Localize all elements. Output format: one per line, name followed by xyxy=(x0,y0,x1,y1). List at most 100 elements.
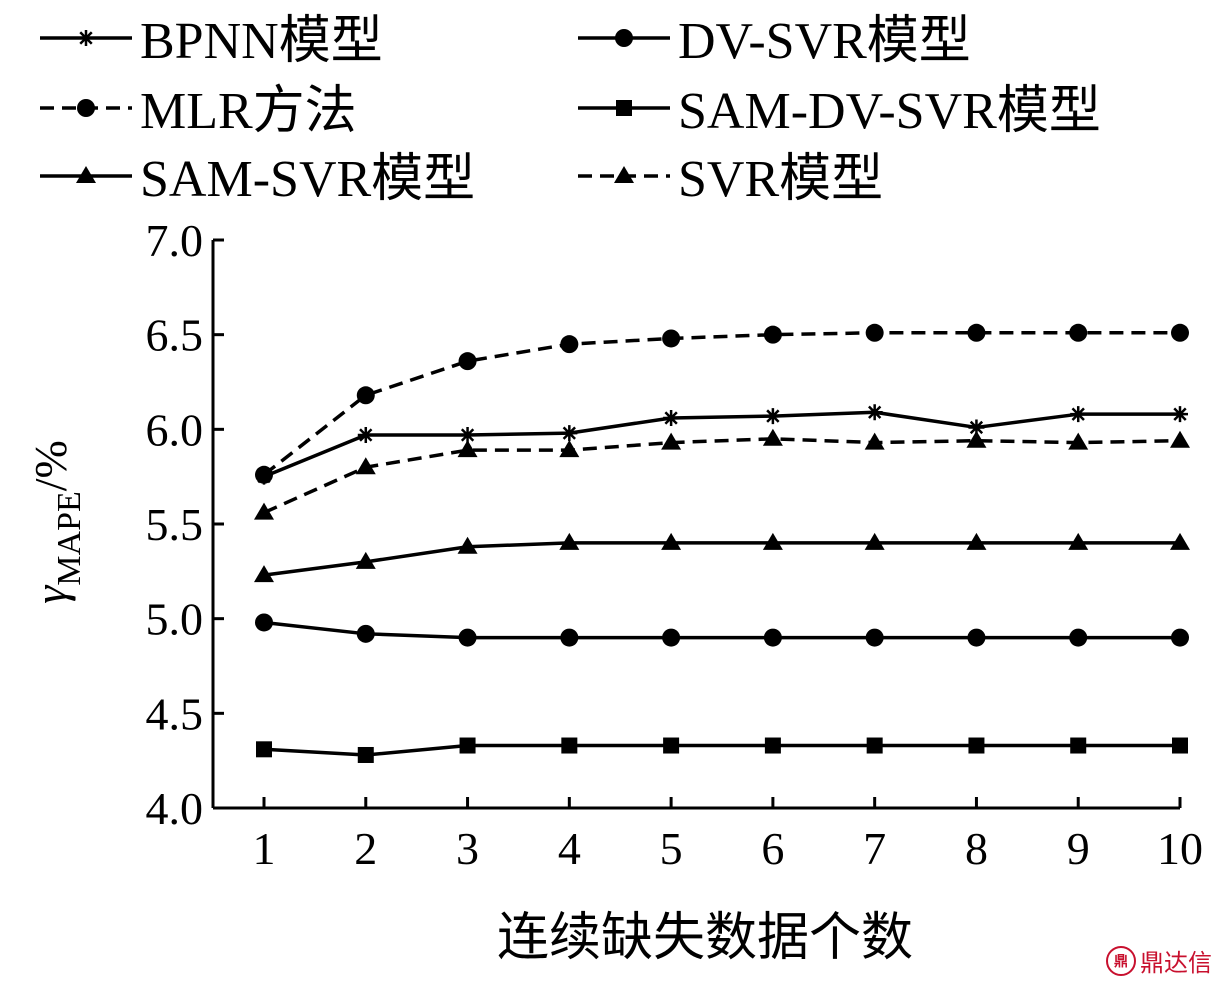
series-line xyxy=(263,410,1180,479)
legend-label: BPNN模型 xyxy=(140,13,383,70)
watermark-text: 鼎达信 xyxy=(1140,949,1212,977)
y-axis-label: γMAPE/% xyxy=(25,440,88,604)
y-tick-label: 5.5 xyxy=(146,499,204,550)
series-line xyxy=(263,743,1180,757)
legend-label: SAM-SVR模型 xyxy=(140,151,475,208)
data-point xyxy=(663,409,680,426)
series-5 xyxy=(254,532,1190,583)
data-point xyxy=(255,613,273,632)
data-point xyxy=(1171,323,1189,342)
legend-item: BPNN模型 xyxy=(40,13,383,70)
data-point xyxy=(357,746,374,763)
axes: 4.0 4.5 5.0 5.5 6.0 6.5 7.0 1 2 3 4 5 6 7 8 9 10 xyxy=(146,215,1204,874)
legend-marker xyxy=(78,30,94,46)
legend-label: SVR模型 xyxy=(678,151,883,208)
data-point xyxy=(559,440,580,458)
data-point xyxy=(762,532,783,550)
y-tick-label: 4.5 xyxy=(146,688,204,739)
legend-marker xyxy=(614,166,634,183)
x-tick-label: 4 xyxy=(558,823,581,874)
data-point xyxy=(356,386,375,405)
data-point xyxy=(968,419,985,436)
data-point xyxy=(661,532,682,550)
data-point xyxy=(458,352,477,371)
data-point xyxy=(865,628,884,647)
data-point xyxy=(355,457,376,475)
data-point xyxy=(457,440,478,458)
data-point xyxy=(763,325,782,344)
data-point xyxy=(1069,628,1088,647)
watermark: 鼎 鼎达信 xyxy=(1106,943,1212,978)
data-point xyxy=(1069,323,1088,342)
data-point xyxy=(661,432,682,450)
legend-marker xyxy=(615,29,633,47)
y-tick-label: 4.0 xyxy=(146,783,204,834)
y-axis-label-symbol: γ xyxy=(25,584,76,604)
x-tick-label: 1 xyxy=(253,823,276,874)
series-line xyxy=(263,620,1180,640)
series-2 xyxy=(255,613,1189,647)
data-point xyxy=(561,737,578,754)
y-tick-label: 6.5 xyxy=(146,310,204,361)
x-tick-label: 9 xyxy=(1067,823,1090,874)
legend-label: SAM-DV-SVR模型 xyxy=(678,83,1101,140)
series-4 xyxy=(256,737,1188,763)
data-point xyxy=(560,335,579,354)
x-tick-label: 10 xyxy=(1157,823,1203,874)
series-1 xyxy=(256,404,1188,485)
x-tick-label: 6 xyxy=(761,823,784,874)
y-axis-label-subscript: MAPE xyxy=(51,491,88,585)
legend-marker xyxy=(76,166,96,183)
x-tick-label: 3 xyxy=(456,823,479,874)
y-tick-label: 7.0 xyxy=(146,215,204,266)
legend-item: DV-SVR模型 xyxy=(578,13,971,70)
data-point xyxy=(560,628,579,647)
data-point xyxy=(1172,737,1188,754)
data-point xyxy=(457,536,478,554)
data-point xyxy=(865,323,884,342)
legend-item: SAM-DV-SVR模型 xyxy=(578,83,1101,140)
data-point xyxy=(1070,737,1087,754)
data-point xyxy=(966,532,987,550)
data-point xyxy=(561,425,578,442)
legend-item: MLR方法 xyxy=(40,83,357,140)
data-point xyxy=(254,565,274,583)
data-point xyxy=(1170,532,1190,550)
data-point xyxy=(357,427,374,444)
data-point xyxy=(459,737,476,754)
data-point xyxy=(966,430,987,448)
data-point xyxy=(1070,406,1087,423)
data-point xyxy=(864,532,885,550)
data-point xyxy=(1172,406,1188,423)
data-point xyxy=(356,624,375,643)
data-point xyxy=(254,502,274,520)
y-tick-label: 5.0 xyxy=(146,594,204,645)
data-point xyxy=(763,628,782,647)
data-point xyxy=(866,737,883,754)
data-point xyxy=(1068,432,1089,450)
data-point xyxy=(663,737,680,754)
data-point xyxy=(256,741,272,758)
x-tick-label: 2 xyxy=(354,823,377,874)
data-point xyxy=(764,408,781,425)
series-3 xyxy=(255,323,1189,484)
legend-label: DV-SVR模型 xyxy=(678,13,971,70)
legend: BPNN模型 DV-SVR模型 MLR方法 SAM-DV-SVR模型 SAM-SVR模型… xyxy=(40,13,1101,208)
legend-item: SVR模型 xyxy=(578,151,883,208)
y-axis-label-unit: /% xyxy=(25,440,76,491)
x-tick-label: 5 xyxy=(660,823,683,874)
series-line xyxy=(262,331,1180,477)
series-line xyxy=(263,541,1180,577)
data-point xyxy=(662,628,681,647)
data-point xyxy=(255,465,273,484)
legend-marker xyxy=(616,100,632,116)
x-tick-label: 7 xyxy=(863,823,886,874)
data-point xyxy=(662,329,681,348)
legend-marker xyxy=(77,99,95,117)
data-point xyxy=(764,737,781,754)
data-point xyxy=(1068,532,1089,550)
y-tick-label: 6.0 xyxy=(146,404,204,455)
data-point xyxy=(967,628,986,647)
data-point xyxy=(458,628,477,647)
